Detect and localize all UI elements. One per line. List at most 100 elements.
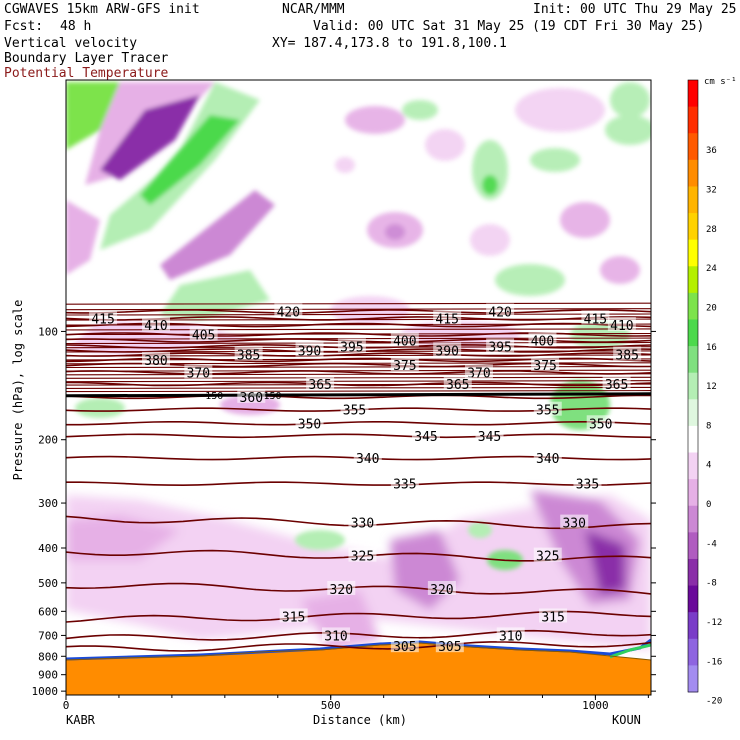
theta-contour-minor [66,308,651,311]
theta-label: 325 [536,550,559,565]
vv-patch [495,264,565,296]
theta-label: 415 [435,312,458,327]
vv-patch [515,88,605,132]
x-axis-title: Distance (km) [313,713,407,727]
vv-patch [530,148,580,172]
theta-label: 335 [576,478,599,493]
theta-label: 350 [298,417,321,432]
colorbar-swatch [688,532,698,560]
theta-label-bg [533,401,562,416]
forecast-value: 48 h [60,19,92,34]
theta-label: 355 [343,404,366,419]
theta-contour-310 [66,629,651,641]
theta-label-bg [390,332,419,347]
theta-label-bg [184,364,213,379]
theta-label: 375 [533,359,556,374]
tropopause-label: 150 [263,391,281,402]
theta-label: 330 [562,517,585,532]
theta-label: 400 [393,335,416,350]
vv-patch [75,398,125,418]
y-tick-label: 500 [38,577,58,590]
theta-label-bg [348,547,377,562]
vv-patch [468,522,492,538]
theta-label-bg [390,638,419,653]
theta-label: 415 [584,312,607,327]
theta-contour-minor [66,376,651,379]
theta-contour-minor [66,383,651,386]
theta-contour-minor [66,380,651,383]
xy-coordinates: XY= 187.4,173.8 to 191.8,100.1 [272,36,507,51]
vv-patch [385,224,405,240]
theta-label: 405 [192,329,215,344]
theta-label: 390 [298,345,321,360]
colorbar-frame [687,79,699,693]
vv-band [160,190,275,280]
colorbar-level-label: -4 [706,539,717,549]
theta-label-bg [327,580,356,595]
theta-label-bg [533,450,562,465]
field-title-potential-temperature: Potential Temperature [4,66,169,81]
vv-mass [585,530,625,595]
theta-label: 335 [393,478,416,493]
theta-label: 375 [393,359,416,374]
theta-label-bg [486,338,515,353]
right-endpoint-label: KOUN [612,713,641,727]
theta-label-bg [306,375,335,390]
theta-label: 370 [467,366,490,381]
theta-label-bg [496,627,525,642]
theta-label-bg [433,310,462,325]
theta-label: 365 [446,378,469,393]
theta-label: 305 [438,640,461,655]
init-time: Init: 00 UTC Thu 29 May 25 [533,2,737,17]
colorbar-level-label: 4 [706,461,711,471]
colorbar-level-label: 8 [706,421,711,431]
x-tick-label: 0 [63,699,70,712]
theta-label-bg [337,338,366,353]
vv-patch [470,224,510,256]
theta-contour-305 [66,641,651,652]
vv-band [100,95,200,180]
theta-label-bg [89,310,118,325]
theta-label: 320 [430,583,453,598]
colorbar-swatch [688,266,698,294]
theta-label: 345 [478,430,501,445]
theta-label: 365 [308,378,331,393]
theta-label-bg [443,375,472,390]
colorbar-swatch [688,558,698,587]
colorbar: 36 32 28 24 20 16 12 8 4 0 -4 -8 -12 -16 -20 [687,79,722,707]
potential-temperature-labels: 415 415 415 420 420 410 410 405 400 400 395 395 390 3… [89,303,642,655]
theta-label-bg [348,514,377,529]
theta-label: 340 [536,452,559,467]
theta-label: 355 [536,404,559,419]
vv-band [160,270,270,320]
theta-label-bg [435,638,464,653]
theta-label: 385 [237,349,260,364]
forecast-label: Fcst: [4,19,44,34]
theta-label: 315 [541,610,564,625]
colorbar-swatch [688,292,698,320]
vv-band [66,82,120,150]
colorbar-swatch [688,213,698,241]
theta-label-bg [295,342,324,357]
y-axis-title: Pressure (hPa), log scale [11,300,25,481]
theta-contour-minor [66,390,651,393]
theta-contour-minor [66,369,651,372]
theta-label: 360 [240,391,263,406]
model-title: CGWAVES 15km ARW-GFS init [4,2,200,17]
theta-label-bg [531,357,560,372]
terrain-fill [66,643,651,695]
theta-label-bg [279,608,308,623]
colorbar-units: cm s⁻¹ [704,77,737,87]
vv-patch [472,140,508,200]
theta-label: 415 [91,312,114,327]
theta-contour-420 [66,309,651,314]
colorbar-level-label: 20 [706,303,717,313]
theta-label-bg [353,450,382,465]
theta-label-bg [607,317,636,332]
theta-label-bg [390,475,419,490]
y-tick-label: 400 [38,542,58,555]
theta-label: 340 [356,452,379,467]
plot-frame [65,79,652,696]
colorbar-level-label: 12 [706,382,717,392]
